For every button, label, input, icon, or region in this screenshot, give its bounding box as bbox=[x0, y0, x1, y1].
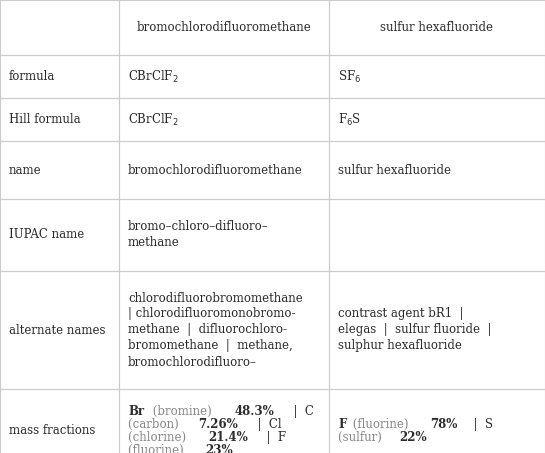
Text: sulfur hexafluoride: sulfur hexafluoride bbox=[338, 164, 451, 177]
Text: F: F bbox=[338, 418, 346, 431]
Bar bbox=[119, 98, 329, 141]
Text: |  F: | F bbox=[259, 431, 286, 444]
Text: bromochlorodifluoromethane: bromochlorodifluoromethane bbox=[128, 164, 303, 177]
Text: 78%: 78% bbox=[430, 418, 458, 431]
Text: Hill formula: Hill formula bbox=[9, 113, 81, 126]
Text: SF$_{6}$: SF$_{6}$ bbox=[338, 68, 361, 85]
Bar bbox=[119, 199, 329, 271]
Text: 22%: 22% bbox=[399, 431, 427, 444]
Text: |  Cl: | Cl bbox=[250, 418, 281, 431]
Text: |  S: | S bbox=[465, 418, 493, 431]
Bar bbox=[0, 141, 119, 199]
Text: (sulfur): (sulfur) bbox=[338, 431, 386, 444]
Text: IUPAC name: IUPAC name bbox=[9, 228, 84, 241]
Bar bbox=[0, 389, 119, 453]
Text: F$_{6}$S: F$_{6}$S bbox=[338, 111, 361, 128]
Text: alternate names: alternate names bbox=[9, 323, 106, 337]
Bar bbox=[0, 271, 119, 389]
Text: mass fractions: mass fractions bbox=[9, 424, 95, 438]
Text: contrast agent bR1  |
elegas  |  sulfur fluoride  |
sulphur hexafluoride: contrast agent bR1 | elegas | sulfur flu… bbox=[338, 308, 492, 352]
Text: bromo–chloro–difluoro–
methane: bromo–chloro–difluoro– methane bbox=[128, 221, 269, 250]
Bar bbox=[119, 389, 329, 453]
Text: CBrClF$_{2}$: CBrClF$_{2}$ bbox=[128, 111, 179, 128]
Bar bbox=[329, 141, 545, 199]
Text: (carbon): (carbon) bbox=[128, 418, 183, 431]
Text: (chlorine): (chlorine) bbox=[128, 431, 190, 444]
Text: Br: Br bbox=[128, 405, 144, 418]
Bar bbox=[119, 271, 329, 389]
Text: |  C: | C bbox=[286, 405, 314, 418]
Text: 23%: 23% bbox=[205, 444, 232, 453]
Bar bbox=[119, 0, 329, 55]
Text: chlorodifluorobromomethane
| chlorodifluoromonobromo-
methane  |  difluorochloro: chlorodifluorobromomethane | chlorodiflu… bbox=[128, 291, 303, 368]
Text: name: name bbox=[9, 164, 41, 177]
Text: 7.26%: 7.26% bbox=[198, 418, 238, 431]
Text: 21.4%: 21.4% bbox=[208, 431, 247, 444]
Bar bbox=[119, 141, 329, 199]
Text: CBrClF$_{2}$: CBrClF$_{2}$ bbox=[128, 68, 179, 85]
Bar bbox=[0, 0, 119, 55]
Bar bbox=[0, 55, 119, 98]
Text: formula: formula bbox=[9, 70, 56, 83]
Bar bbox=[329, 199, 545, 271]
Text: 48.3%: 48.3% bbox=[234, 405, 274, 418]
Bar bbox=[329, 55, 545, 98]
Text: bromochlorodifluoromethane: bromochlorodifluoromethane bbox=[137, 21, 311, 34]
Text: (bromine): (bromine) bbox=[149, 405, 215, 418]
Bar bbox=[329, 0, 545, 55]
Bar bbox=[0, 199, 119, 271]
Bar bbox=[329, 98, 545, 141]
Bar bbox=[0, 98, 119, 141]
Bar bbox=[329, 271, 545, 389]
Text: (fluorine): (fluorine) bbox=[128, 444, 187, 453]
Text: sulfur hexafluoride: sulfur hexafluoride bbox=[380, 21, 494, 34]
Bar bbox=[119, 55, 329, 98]
Bar bbox=[329, 389, 545, 453]
Text: (fluorine): (fluorine) bbox=[349, 418, 412, 431]
